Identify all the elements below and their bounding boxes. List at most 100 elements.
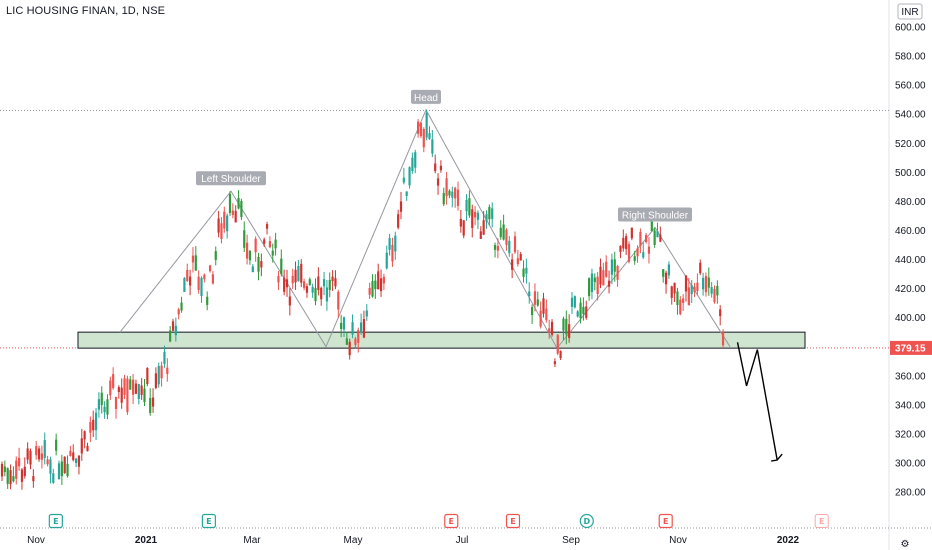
pattern-label[interactable]: Right Shoulder: [618, 207, 692, 222]
candle: [134, 379, 138, 395]
candle: [151, 388, 155, 413]
currency-badge[interactable]: INR: [897, 3, 923, 20]
earnings-marker[interactable]: E: [48, 513, 63, 529]
pattern-label[interactable]: Head: [411, 89, 441, 104]
candle: [445, 171, 448, 205]
candle: [237, 190, 240, 210]
candle: [72, 444, 75, 462]
candle: [157, 362, 160, 388]
symbol-name: LIC HOUSING FINAN: [6, 5, 116, 17]
candle: [37, 445, 41, 462]
candle: [616, 264, 619, 287]
earnings-marker[interactable]: E: [201, 513, 216, 529]
candle: [94, 407, 98, 441]
candle: [653, 227, 656, 248]
candle: [365, 303, 368, 321]
candle: [505, 228, 508, 251]
candle: [602, 262, 605, 286]
time-tick-label: 2021: [135, 535, 158, 546]
candle: [285, 269, 289, 297]
event-letter: E: [663, 517, 668, 526]
candle: [545, 299, 548, 323]
candle: [625, 233, 628, 255]
candle: [630, 227, 633, 241]
time-tick-label: Jul: [456, 535, 469, 546]
candle: [3, 460, 6, 477]
time-tick-label: Mar: [243, 535, 261, 546]
candle: [402, 167, 405, 185]
candle: [12, 466, 15, 483]
candle: [60, 454, 63, 485]
candle: [636, 245, 639, 263]
projection-arrow[interactable]: [736, 342, 778, 461]
price-tick-label: 340.00: [895, 400, 926, 411]
candle: [197, 270, 200, 294]
candle: [659, 226, 662, 243]
candle: [633, 250, 636, 265]
candle: [280, 249, 283, 277]
time-tick-label: May: [344, 535, 363, 546]
candle: [684, 275, 688, 302]
candle: [166, 358, 169, 382]
candle: [360, 313, 363, 335]
candle: [388, 233, 391, 256]
chart-settings-icon[interactable]: ⚙: [901, 539, 910, 550]
candle: [371, 274, 374, 298]
candle: [149, 388, 152, 416]
candle: [103, 401, 106, 419]
candle: [682, 294, 685, 312]
candle: [576, 310, 579, 318]
candle: [533, 283, 537, 312]
earnings-marker[interactable]: E: [814, 514, 829, 528]
candle: [719, 305, 722, 326]
candle: [55, 433, 58, 456]
symbol-interval: 1D: [121, 5, 136, 17]
candle: [496, 238, 499, 259]
candle: [328, 272, 331, 298]
candle: [0, 461, 4, 481]
price-tick-label: 460.00: [895, 226, 926, 237]
candle: [573, 295, 576, 309]
price-tick-label: 520.00: [895, 139, 926, 150]
earnings-marker[interactable]: E: [658, 513, 673, 529]
candle: [522, 260, 525, 283]
candle: [186, 263, 189, 283]
price-tick-label: 420.00: [895, 284, 926, 295]
candle: [536, 291, 539, 307]
candle: [231, 203, 234, 219]
time-tick-label: Nov: [27, 535, 45, 546]
earnings-marker[interactable]: E: [444, 513, 459, 529]
price-tick-label: 600.00: [895, 23, 926, 34]
candle: [553, 358, 556, 368]
candle: [69, 445, 72, 457]
candle: [690, 280, 693, 304]
candle: [254, 236, 257, 262]
candle: [126, 375, 129, 415]
candle: [619, 245, 622, 259]
candle: [713, 285, 716, 304]
candle: [465, 194, 468, 221]
candle: [502, 214, 505, 241]
candle: [288, 288, 291, 316]
candle: [46, 455, 49, 467]
dividend-marker[interactable]: D: [579, 513, 594, 529]
candle: [471, 204, 474, 238]
pattern-label[interactable]: Left Shoulder: [196, 171, 266, 186]
candle: [203, 273, 206, 283]
candle: [66, 455, 69, 478]
earnings-marker[interactable]: E: [505, 513, 521, 529]
candle: [208, 264, 212, 273]
candle: [283, 269, 286, 296]
candle: [439, 160, 442, 173]
candle: [414, 149, 417, 174]
currency-label: INR: [901, 7, 918, 18]
candle: [32, 469, 35, 488]
candle: [610, 253, 613, 285]
pattern-label-text: Head: [414, 93, 438, 104]
support-zone[interactable]: [77, 331, 806, 349]
candle: [448, 189, 451, 199]
candle: [174, 317, 177, 342]
candle: [411, 152, 414, 174]
